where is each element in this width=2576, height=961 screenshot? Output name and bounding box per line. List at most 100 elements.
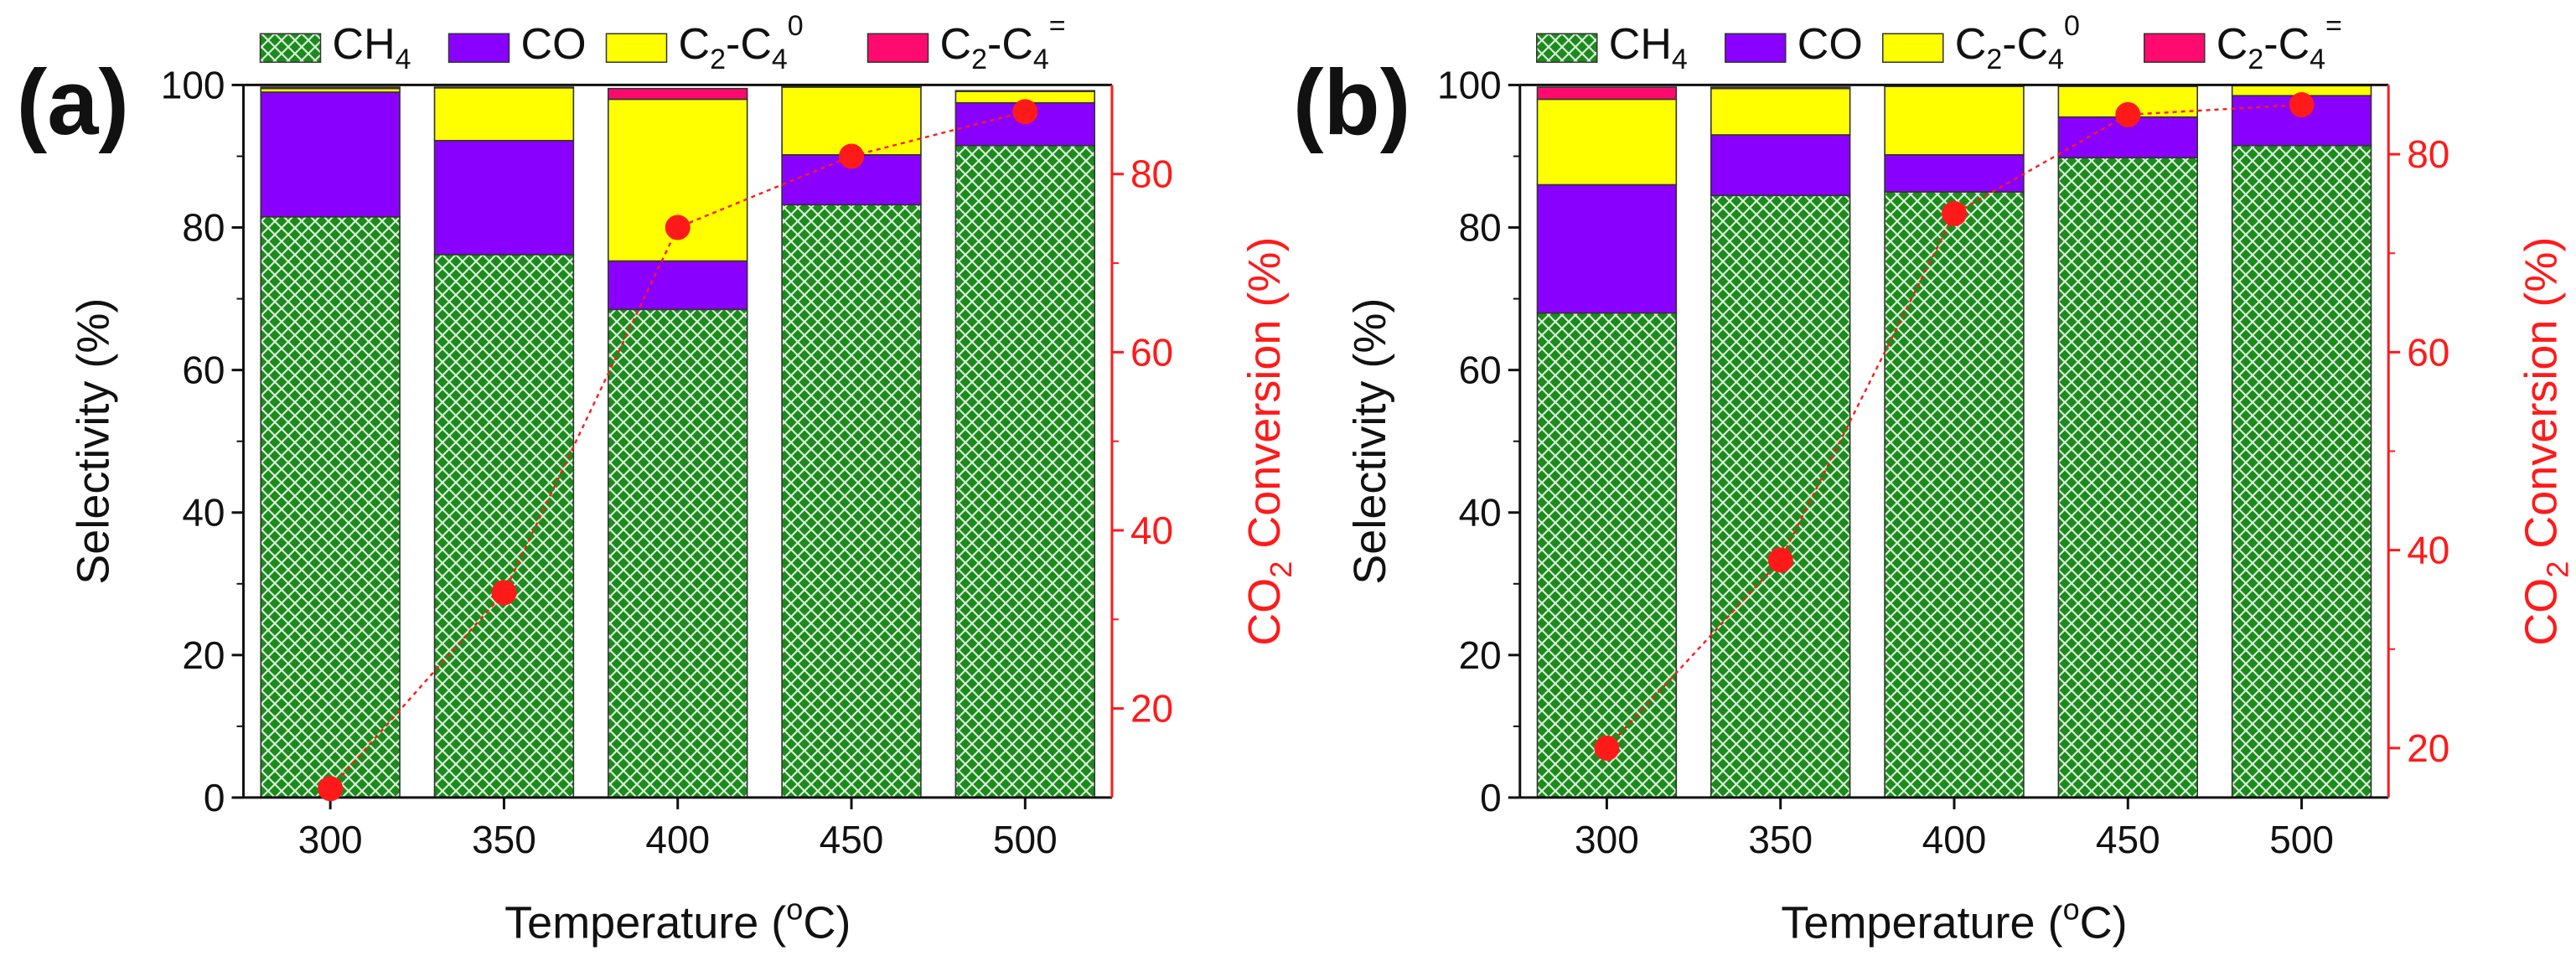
bar-c2c4_paraffin-350 [1710,87,1851,136]
legend-label-ch4: CH4 [1609,20,1688,75]
x-tick-label: 400 [645,818,710,861]
x-tick-label: 300 [1575,818,1639,861]
conversion-line [329,111,1026,790]
x-tick-label: 500 [993,818,1058,861]
y2-tick-label: 20 [1130,687,1173,731]
legend-swatch-ch4 [259,33,322,63]
conversion-point-350 [491,580,517,606]
y-tick-label: 100 [161,63,225,106]
conversion-line [1606,103,2302,749]
bars [1536,84,2372,798]
y-tick-label: 60 [182,349,225,392]
legend-label-c2c4_olefin: C2-C4= [940,10,1066,75]
bar-co-400 [608,260,748,311]
bar-co-300 [260,91,401,218]
x-tick-label: 500 [2269,818,2334,861]
x-axis-title: Temperature (oC) [504,892,851,948]
legend-swatch-co [447,33,510,63]
y-axis-title: Selectivity (%) [69,298,119,585]
panel-label: (a) [17,51,129,154]
y-tick-label: 80 [1459,206,1502,250]
y2-tick-label: 40 [1130,509,1173,552]
legend-swatch-ch4 [1536,33,1598,63]
x-axis-title: Temperature (oC) [1781,892,2127,948]
legend-label-co: CO [521,20,587,69]
bar-c2c4_olefin-300 [1536,86,1678,101]
legend-label-ch4: CH4 [333,20,411,75]
panel-b: (b) CH4 CO C2-C40 C2-C4= 0 20 40 60 80 100 300 350 40… [1293,10,2575,948]
y2-tick-label: 80 [1130,152,1173,196]
conversion-point-400 [1942,200,1967,226]
y-tick-label: 60 [1459,349,1502,392]
legend-swatch-c2c4_olefin [2144,33,2206,63]
bar-c2c4_paraffin-300 [1536,98,1678,186]
y-tick-label: 20 [182,633,225,677]
y-axis-title: Selectivity (%) [1345,298,1395,585]
conversion-point-300 [1594,735,1620,761]
conversion-point-350 [1767,547,1793,573]
conversion-point-300 [318,776,344,802]
bar-ch4-300 [1536,312,1678,798]
y-tick-label: 40 [182,491,225,535]
y2-tick-label: 60 [2407,330,2449,374]
legend-label-co: CO [1798,20,1863,69]
y-tick-label: 100 [1437,63,1502,106]
bar-ch4-450 [781,204,922,798]
bar-ch4-350 [1710,194,1851,798]
conversion-point-400 [665,214,691,240]
legend: CH4 CO C2-C40 C2-C4= [259,10,1066,75]
y2-tick-label: 40 [2407,529,2449,572]
bar-c2c4_olefin-350 [433,86,575,89]
bar-ch4-500 [2231,144,2372,798]
x-tick-label: 300 [298,818,363,861]
y-tick-label: 80 [182,206,225,250]
bar-c2c4_olefin-450 [781,85,922,88]
bar-ch4-400 [1884,191,2025,798]
bar-c2c4_olefin-400 [608,87,748,101]
y-tick-label: 0 [1480,776,1502,819]
panel-label: (b) [1293,51,1410,154]
conversion-point-450 [2115,101,2141,127]
bar-co-300 [1536,183,1678,314]
bar-co-350 [1710,134,1851,197]
conversion-point-450 [839,143,865,169]
y2-tick-label: 60 [1130,330,1173,374]
bar-co-350 [433,139,575,256]
x-tick-label: 350 [1748,818,1813,861]
bars [260,85,1096,798]
legend-swatch-c2c4_paraffin [605,33,668,63]
legend-swatch-c2c4_olefin [866,33,929,63]
y2-tick-label: 20 [2407,726,2449,770]
legend-swatch-co [1725,33,1787,63]
bar-ch4-300 [260,215,401,798]
bar-ch4-450 [2057,157,2199,798]
legend: CH4 CO C2-C40 C2-C4= [1536,10,2342,75]
bar-c2c4_paraffin-450 [781,86,922,156]
bar-co-400 [1884,153,2025,193]
y-tick-label: 40 [1459,491,1502,535]
x-tick-label: 400 [1922,818,1987,861]
y-tick-label: 0 [204,776,225,819]
conversion-point-500 [1012,99,1038,125]
y2-axis-title: CO2 Conversion (%) [1239,237,1298,646]
conversion-point-500 [2289,92,2315,118]
bar-ch4-500 [954,144,1096,798]
x-tick-label: 450 [820,818,884,861]
x-tick-label: 450 [2096,818,2160,861]
legend-label-c2c4_paraffin: C2-C40 [679,10,804,75]
y2-tick-label: 80 [2407,132,2449,176]
bar-ch4-350 [433,254,575,798]
bar-c2c4_olefin-500 [954,90,1096,92]
bar-c2c4_paraffin-350 [433,87,575,142]
panel-a: (a) CH4 CO C2-C40 C2-C4= 0 20 40 60 80 100 300 350 40… [17,10,1299,948]
bar-c2c4_olefin-300 [260,86,401,90]
y-tick-label: 20 [1459,633,1502,677]
legend-swatch-c2c4_paraffin [1882,33,1944,63]
x-tick-label: 350 [472,818,536,861]
bar-c2c4_paraffin-400 [1884,85,2025,156]
bar-c2c4_olefin-350 [1710,86,1851,90]
legend-label-c2c4_olefin: C2-C4= [2216,10,2342,75]
legend-label-c2c4_paraffin: C2-C40 [1955,10,2080,75]
y2-axis-title: CO2 Conversion (%) [2516,237,2574,646]
